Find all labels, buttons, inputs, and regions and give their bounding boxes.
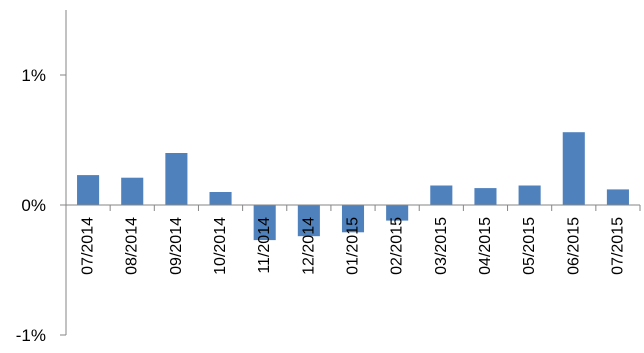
bar-07-2015 bbox=[606, 189, 629, 205]
x-tick-label: 07/2015 bbox=[609, 217, 626, 275]
x-tick-label: 10/2014 bbox=[212, 217, 229, 275]
y-tick-label: -1% bbox=[16, 326, 46, 345]
bar-04-2015 bbox=[474, 188, 497, 205]
bar-01-2015 bbox=[341, 205, 365, 233]
x-tick-label: 06/2015 bbox=[565, 217, 582, 275]
x-tick-label: 09/2014 bbox=[168, 217, 185, 275]
bar-06-2015 bbox=[562, 132, 585, 205]
y-tick-labels: -1% 0% 1% bbox=[16, 66, 46, 345]
x-tick-label: 12/2014 bbox=[300, 217, 317, 275]
bar-11-2014 bbox=[253, 205, 276, 241]
x-tick-label: 11/2014 bbox=[256, 217, 273, 274]
x-tick-label: 02/2015 bbox=[389, 217, 406, 275]
bar-08-2014 bbox=[121, 177, 144, 205]
bar-03-2015 bbox=[430, 185, 453, 205]
x-tick-label: 08/2014 bbox=[124, 217, 141, 275]
bar-09-2014 bbox=[165, 153, 188, 205]
bar-05-2015 bbox=[518, 185, 541, 205]
x-tick-label: 01/2015 bbox=[345, 217, 362, 275]
y-tick-label: 0% bbox=[21, 196, 46, 215]
x-tick-labels: 07/2014 08/2014 09/2014 10/2014 11/2014 12/20… bbox=[80, 217, 627, 275]
bar-02-2015 bbox=[386, 205, 409, 221]
y-tick-label: 1% bbox=[21, 66, 46, 85]
bar-07-2014 bbox=[77, 175, 100, 205]
x-tick-label: 07/2014 bbox=[80, 217, 97, 275]
bar-10-2014 bbox=[209, 192, 232, 205]
bars-layer bbox=[77, 132, 629, 241]
bar-12-2014 bbox=[297, 205, 320, 237]
x-tick-label: 03/2015 bbox=[433, 217, 450, 275]
axes-layer bbox=[60, 10, 641, 336]
x-tick-label: 04/2015 bbox=[477, 217, 494, 275]
x-tick-label: 05/2015 bbox=[521, 217, 538, 275]
